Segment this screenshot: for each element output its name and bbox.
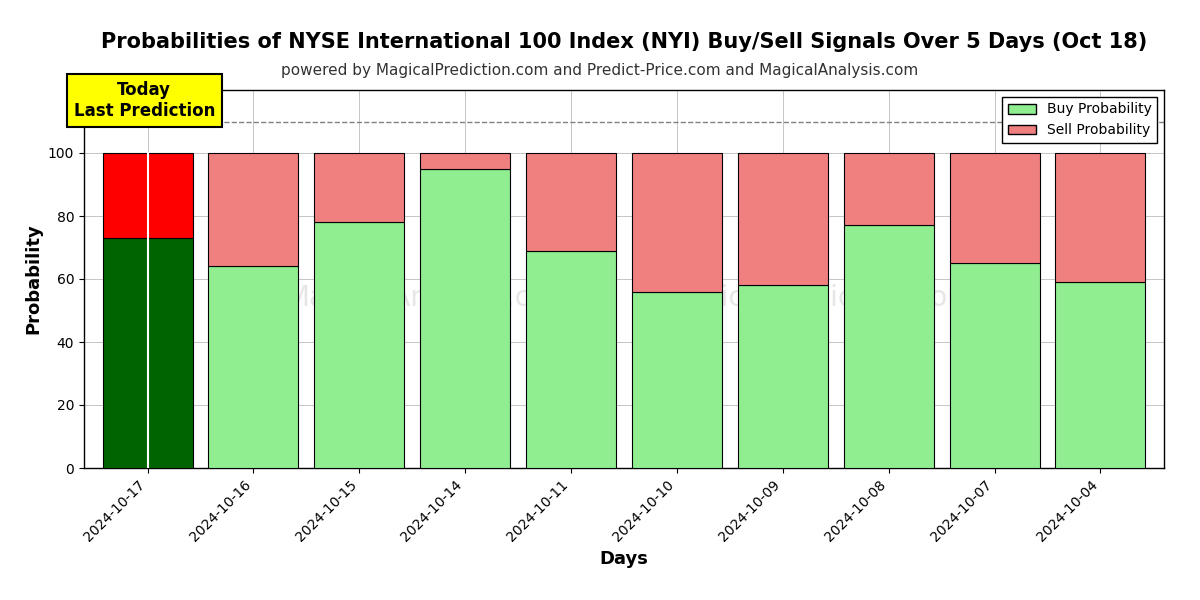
Bar — [738, 153, 828, 286]
Bar — [844, 153, 934, 226]
Bar — [949, 153, 1039, 263]
Text: MagicalPrediction.com: MagicalPrediction.com — [662, 284, 974, 312]
Title: Probabilities of NYSE International 100 Index (NYI) Buy/Sell Signals Over 5 Days: Probabilities of NYSE International 100 … — [101, 32, 1147, 52]
Bar — [949, 263, 1039, 468]
Text: Today
Last Prediction: Today Last Prediction — [73, 81, 215, 120]
Bar — [314, 223, 404, 468]
Bar — [314, 153, 404, 223]
Bar — [526, 153, 616, 251]
Y-axis label: Probability: Probability — [24, 224, 42, 334]
Bar — [738, 286, 828, 468]
Text: MagicalAnalysis.com: MagicalAnalysis.com — [286, 284, 574, 312]
Bar — [632, 292, 722, 468]
X-axis label: Days: Days — [600, 550, 648, 568]
Bar — [844, 226, 934, 468]
Bar — [102, 153, 192, 238]
Bar — [1056, 282, 1146, 468]
Bar — [1056, 153, 1146, 282]
Bar — [526, 251, 616, 468]
Bar — [209, 266, 299, 468]
Text: powered by MagicalPrediction.com and Predict-Price.com and MagicalAnalysis.com: powered by MagicalPrediction.com and Pre… — [281, 63, 919, 78]
Bar — [102, 238, 192, 468]
Bar — [632, 153, 722, 292]
Bar — [420, 153, 510, 169]
Bar — [420, 169, 510, 468]
Legend: Buy Probability, Sell Probability: Buy Probability, Sell Probability — [1002, 97, 1157, 143]
Bar — [209, 153, 299, 266]
